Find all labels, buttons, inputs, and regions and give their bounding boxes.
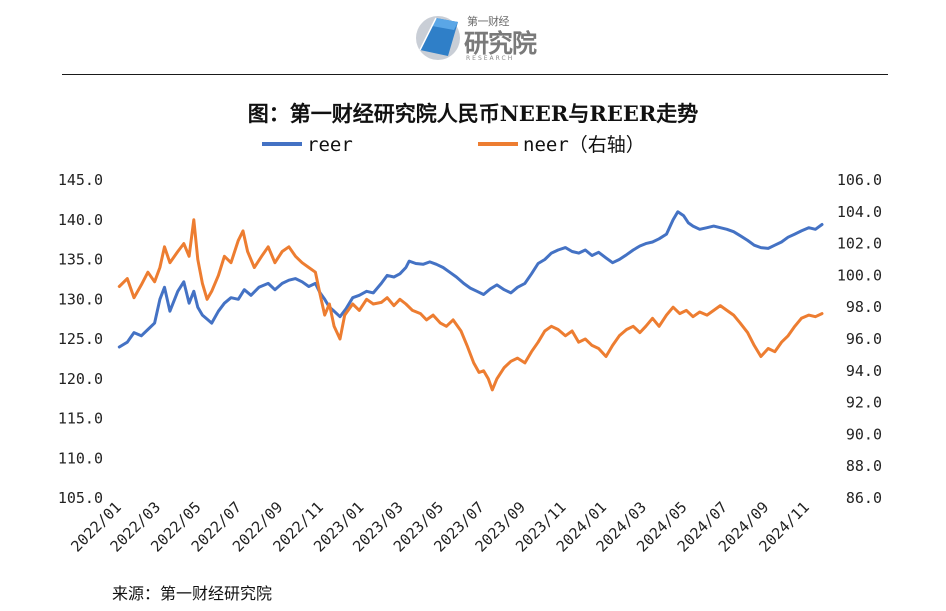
y-right-tick-label: 94.0: [846, 362, 882, 380]
chart-legend: reer neer（右轴）: [262, 134, 645, 156]
y-right-axis: 86.0 88.0 90.0 92.0 94.0 96.0 98.0 100.0 102.0 10…: [837, 171, 882, 507]
header-divider: [62, 74, 888, 75]
y-right-tick-label: 90.0: [846, 425, 882, 443]
y-right-tick-label: 88.0: [846, 457, 882, 475]
y-left-tick-label: 130.0: [58, 290, 103, 308]
x-axis: 2022/012022/032022/052022/072022/092022/…: [67, 498, 812, 555]
y-right-tick-label: 86.0: [846, 489, 882, 507]
y-left-tick-label: 115.0: [58, 410, 103, 428]
y-right-tick-label: 100.0: [837, 266, 882, 284]
legend-label: reer: [307, 134, 353, 156]
y-left-tick-label: 125.0: [58, 330, 103, 348]
logo: 第一财经 研究院 RESEARCH: [414, 10, 544, 64]
chart-title: 图：第一财经研究院人民币NEER与REER走势: [247, 101, 699, 126]
logo-sub-text: RESEARCH: [466, 55, 515, 62]
series-line-neer: [117, 218, 824, 392]
series-line-reer: [117, 210, 824, 349]
logo-main-text: 研究院: [464, 29, 537, 58]
y-left-tick-label: 140.0: [58, 211, 103, 229]
legend-label: neer（右轴）: [523, 134, 645, 156]
y-right-tick-label: 106.0: [837, 171, 882, 189]
source-note: 来源：第一财经研究院: [112, 584, 273, 603]
y-right-tick-label: 104.0: [837, 203, 882, 221]
y-right-tick-label: 96.0: [846, 330, 882, 348]
y-left-tick-label: 120.0: [58, 370, 103, 388]
y-left-tick-label: 105.0: [58, 489, 103, 507]
logo-emblem-icon: [416, 16, 460, 60]
y-left-tick-label: 110.0: [58, 449, 103, 467]
y-right-tick-label: 98.0: [846, 298, 882, 316]
y-left-axis: 105.0 110.0 115.0 120.0 125.0 130.0 135.0 140.0…: [58, 171, 103, 507]
y-right-tick-label: 92.0: [846, 394, 882, 412]
y-left-tick-label: 135.0: [58, 251, 103, 269]
y-left-tick-label: 145.0: [58, 171, 103, 189]
y-right-tick-label: 102.0: [837, 235, 882, 253]
logo-small-text: 第一财经: [467, 15, 510, 28]
series-layer: [117, 210, 824, 392]
